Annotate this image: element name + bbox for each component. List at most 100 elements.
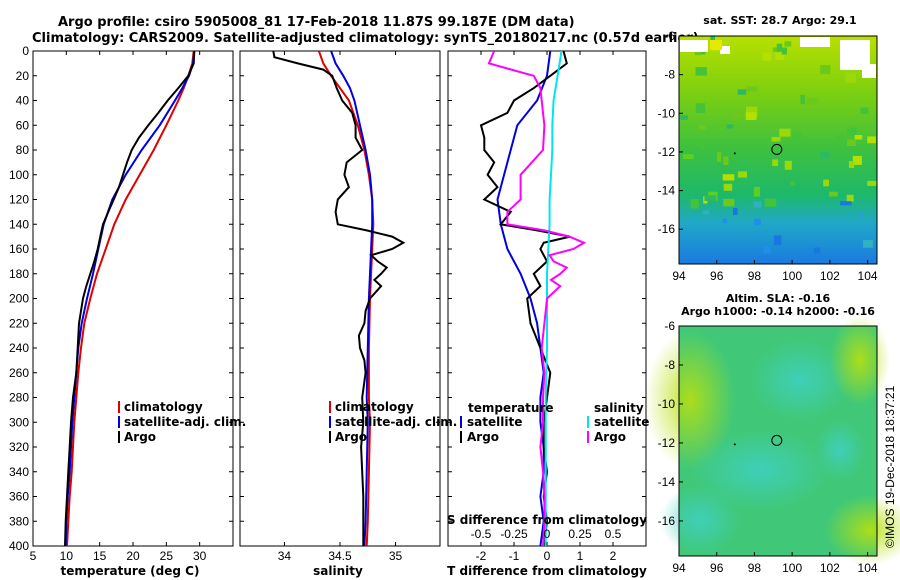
legend-argo: Argo — [124, 430, 156, 444]
salinity-series-satellite-adj-clim- — [330, 51, 374, 546]
sst-pixel — [722, 174, 735, 181]
sst-prev-position-dot — [733, 152, 736, 155]
sla-map-title1: Altim. SLA: -0.16 — [726, 292, 831, 305]
legend-s-argo: Argo — [594, 430, 626, 444]
sst-pixel — [746, 86, 757, 92]
sst-pixel — [848, 161, 855, 169]
sst-pixel — [723, 183, 733, 191]
differences-series-salinity-argo — [487, 51, 587, 546]
sst-pixel — [764, 198, 777, 207]
legend-satellite: satellite-adj. clim. — [335, 415, 457, 429]
sla-argo-marker — [771, 434, 783, 446]
sst-pixel — [746, 106, 758, 115]
differences-tick-label: -2 — [476, 549, 487, 563]
sla-map-frame — [678, 325, 878, 557]
depth-tick-label: 220 — [9, 316, 29, 330]
depth-tick-label: 340 — [9, 465, 29, 479]
legend-climatology: climatology — [124, 400, 203, 414]
sst-pixel — [775, 53, 784, 60]
sst-pixel — [867, 136, 876, 144]
sst-pixel — [820, 152, 830, 159]
sst-pixel — [726, 124, 734, 129]
sst-pixel — [753, 201, 762, 208]
sst-pixel — [753, 186, 760, 197]
sla-map-title2: Argo h1000: -0.14 h2000: -0.16 — [681, 305, 875, 318]
differences-series-temperature-satellite — [496, 51, 552, 546]
temperature-series-climatology — [66, 51, 195, 546]
sst-pixel — [732, 111, 742, 119]
depth-tick-label: 20 — [16, 69, 30, 83]
sst-pixel — [781, 47, 787, 55]
sst-pixel — [840, 201, 852, 206]
sst-pixel — [784, 41, 792, 47]
sst-pixel — [867, 180, 877, 186]
depth-tick-label: 360 — [9, 490, 29, 504]
depth-tick-label: 80 — [16, 143, 30, 157]
map-lon-tick-label: 104 — [858, 269, 878, 283]
depth-tick-label: 100 — [9, 168, 29, 182]
map-lat-tick-label: -6 — [664, 29, 675, 43]
sst-pixel — [683, 154, 694, 160]
map-lon-tick-label: 96 — [710, 269, 724, 283]
sst-pixel-texture — [680, 36, 877, 254]
sst-pixel — [829, 191, 838, 197]
depth-tick-label: 380 — [9, 514, 29, 528]
salinity-tick-label: 35 — [389, 549, 403, 563]
depth-tick-label: 280 — [9, 391, 29, 405]
map-lon-tick-label: 98 — [748, 561, 762, 575]
sst-map-field — [679, 36, 877, 264]
sla-map: Altim. SLA: -0.16 Argo h1000: -0.14 h200… — [645, 292, 900, 575]
differences-xlabel: T difference from climatology — [447, 564, 647, 578]
sst-pixel — [695, 67, 707, 76]
differences-panel: -2 -1 0 1 2 T difference from climatology S … — [447, 50, 649, 578]
sst-pixel — [737, 171, 747, 178]
differences-top-xlabel: S difference from climatology — [447, 513, 647, 527]
sst-pixel — [793, 132, 802, 143]
sst-pixel — [745, 112, 757, 120]
salinity-legend: climatology satellite-adj. clim. Argo — [329, 400, 457, 444]
sst-pixel — [845, 72, 856, 83]
depth-tick-label: 160 — [9, 242, 29, 256]
temperature-series-satellite-adj-clim- — [64, 51, 196, 546]
sst-pixel — [847, 127, 857, 137]
map-lon-tick-label: 100 — [782, 269, 802, 283]
sst-missing-data — [862, 64, 876, 78]
sst-pixel — [823, 179, 829, 187]
salinity-tick-label: 34 — [278, 549, 292, 563]
map-lon-tick-label: 104 — [858, 561, 878, 575]
sst-pixel — [754, 218, 761, 226]
sla-blob-texture — [645, 315, 900, 565]
sst-pixel — [854, 135, 863, 140]
temperature-legend: climatology satellite-adj. clim. Argo — [118, 400, 246, 444]
sst-pixel — [773, 235, 782, 246]
differences-series-salinity-satellite — [544, 51, 563, 546]
depth-tick-label: 240 — [9, 341, 29, 355]
temperature-tick-label: 5 — [30, 549, 37, 563]
salinity-series-argo — [272, 51, 406, 546]
sst-missing-data — [720, 46, 730, 54]
map-lat-tick-label: -8 — [664, 68, 675, 82]
depth-tick-label: 0 — [22, 44, 29, 58]
sst-pixel — [723, 156, 729, 166]
temperature-xlabel: temperature (deg C) — [61, 564, 200, 578]
sst-pixel — [800, 94, 806, 105]
legend-t-satellite: satellite — [467, 415, 522, 429]
sst-pixel — [813, 247, 821, 254]
temperature-tick-label: 30 — [193, 549, 207, 563]
map-lat-tick-label: -10 — [658, 106, 676, 120]
temperature-tick-label: 25 — [160, 549, 174, 563]
sst-pixel — [776, 43, 783, 52]
sst-pixel — [690, 199, 699, 209]
sst-pixel — [717, 152, 722, 162]
sst-pixel — [820, 65, 831, 75]
differences-legend: temperature satellite Argo salinity sate… — [460, 401, 649, 444]
legend-t-argo: Argo — [467, 430, 499, 444]
depth-tick-label: 40 — [16, 94, 30, 108]
salinity-series-climatology — [317, 51, 375, 546]
map-lon-tick-label: 94 — [672, 561, 686, 575]
salinity-diff-tick-label: 0.25 — [568, 527, 592, 541]
sst-pixel — [860, 107, 869, 115]
salinity-diff-tick-label: -0.5 — [471, 527, 492, 541]
sst-pixel — [790, 181, 796, 186]
sst-pixel — [858, 212, 864, 218]
